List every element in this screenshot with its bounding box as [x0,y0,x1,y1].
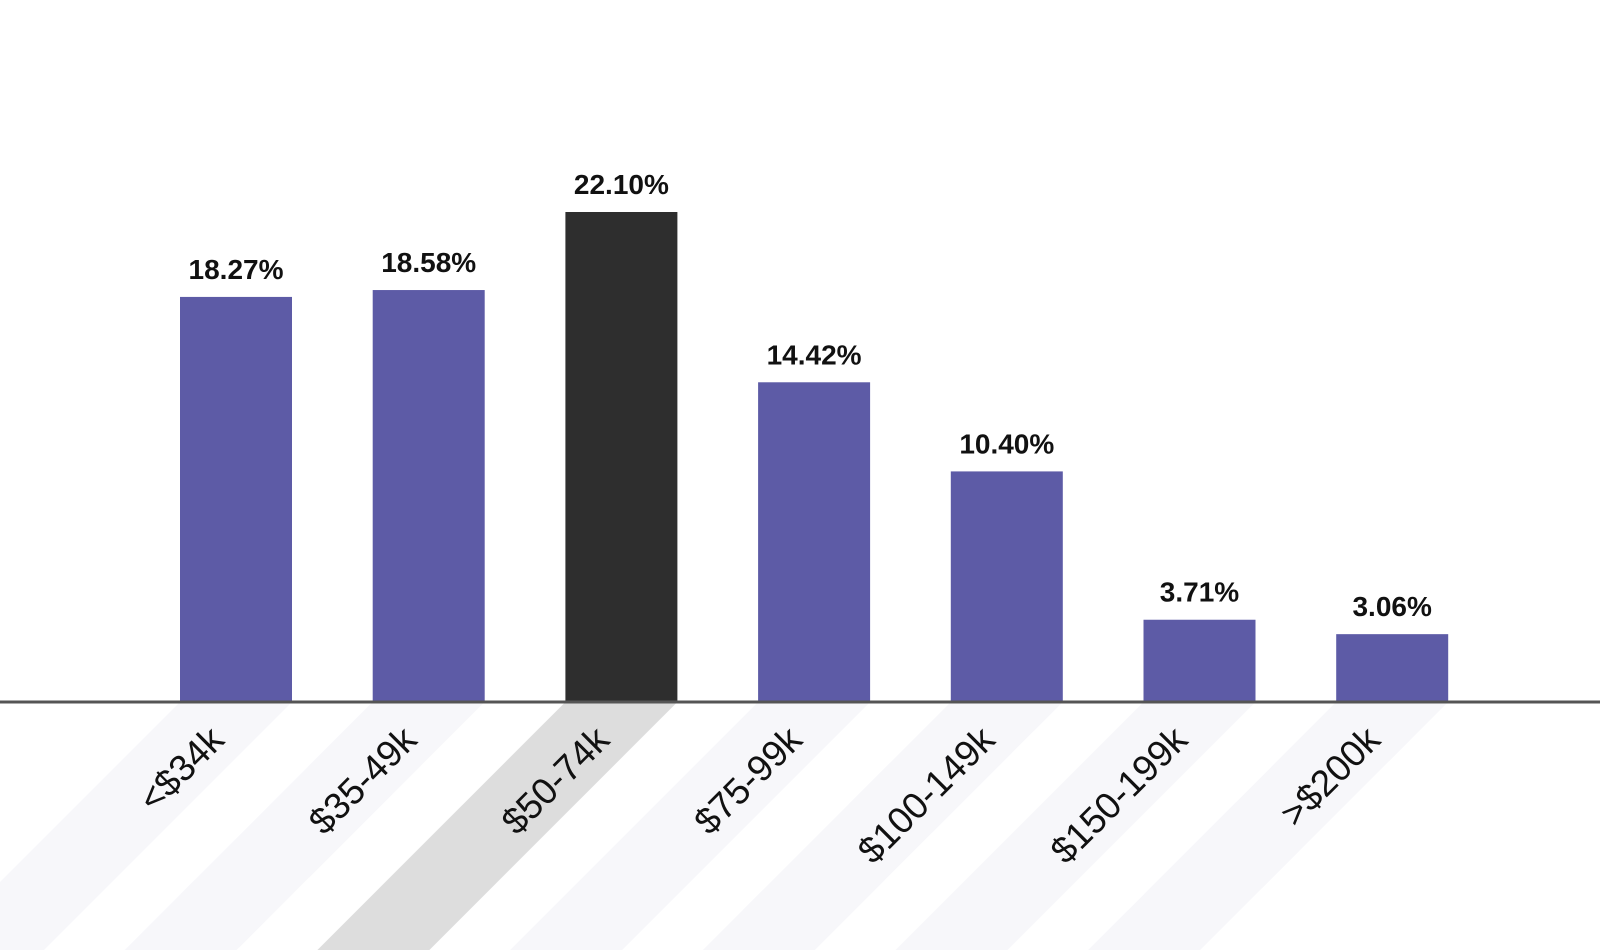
value-label: 14.42% [767,339,862,370]
value-label: 22.10% [574,169,669,200]
bar [758,382,871,702]
value-label: 18.27% [189,254,284,285]
stripe [1088,702,1449,950]
value-label: 18.58% [381,247,476,278]
stripe [124,702,485,950]
bar [950,471,1063,702]
value-label: 10.40% [959,428,1054,459]
stripe [895,702,1256,950]
stripe [510,702,871,950]
bar [180,296,292,702]
bar [565,212,678,702]
value-label: 3.06% [1352,591,1431,622]
bar [1336,634,1449,702]
stripes [0,702,1449,950]
stripe [0,702,292,950]
bar [1143,619,1256,702]
stripe [317,702,678,950]
stripe [702,702,1063,950]
value-label: 3.71% [1160,577,1239,608]
bar [372,290,485,702]
